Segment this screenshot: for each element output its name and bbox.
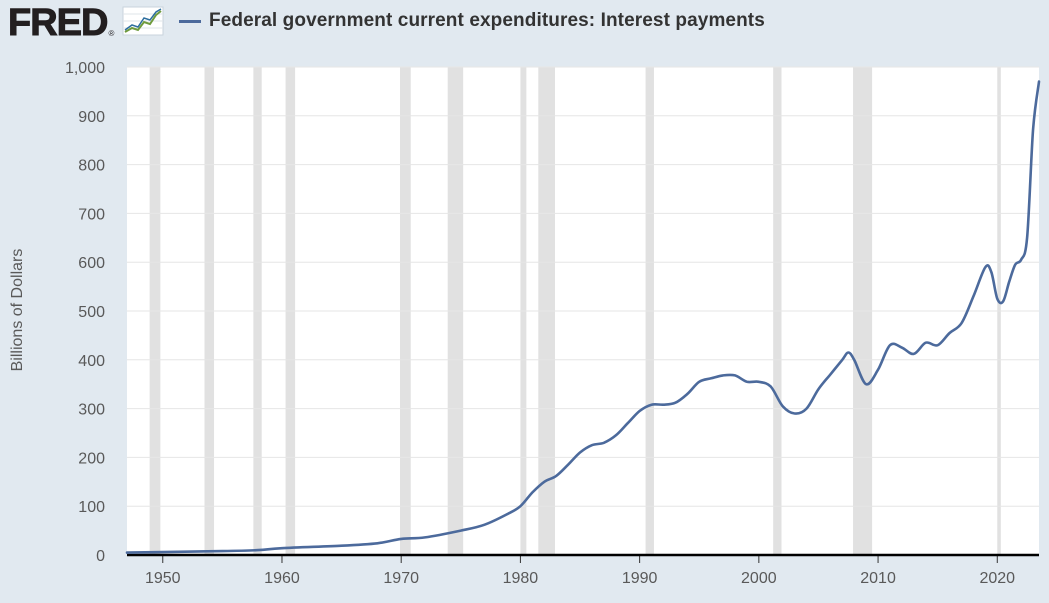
x-tick-label: 2020 [979,570,1015,587]
y-tick-label: 700 [78,206,105,223]
y-tick-label: 100 [78,499,105,516]
y-tick-label: 600 [78,255,105,272]
y-tick-label: 400 [78,353,105,370]
x-tick-label: 1980 [503,570,539,587]
y-tick-label: 1,000 [65,60,105,77]
x-tick-label: 1950 [145,570,181,587]
chart-header: FRED ® Federal government current expend… [0,0,1049,52]
x-tick-label: 1970 [383,570,419,587]
legend-swatch [179,19,201,23]
x-tick-label: 2010 [860,570,896,587]
fred-logo-text: FRED [7,2,108,44]
fred-logo[interactable]: FRED ® [7,2,115,44]
fred-graph-icon [122,6,164,36]
y-tick-label: 900 [78,109,105,126]
series-line[interactable] [125,80,1041,554]
gridlines [127,66,1039,507]
y-tick-label: 800 [78,158,105,175]
x-tick-label: 1960 [264,570,300,587]
y-axis-ticks: 0 100 200 300 400 500 600 700 800 900 1,000 [65,60,105,565]
x-tick-label: 1990 [622,570,658,587]
legend-label: Federal government current expenditures:… [209,10,765,31]
y-tick-label: 0 [96,548,105,565]
chart-area: Billions of Dollars 0 100 200 300 400 500 600 7… [0,52,1049,598]
y-tick-label: 300 [78,402,105,419]
y-tick-label: 500 [78,304,105,321]
x-axis-ticks: 1950 1960 1970 1980 1990 2000 2010 2020 [145,555,1015,587]
registered-mark: ® [108,29,115,38]
chart-legend: Federal government current expenditures:… [179,10,765,32]
x-tick-label: 2000 [741,570,777,587]
y-axis-label: Billions of Dollars [9,248,26,372]
y-tick-label: 200 [78,450,105,467]
